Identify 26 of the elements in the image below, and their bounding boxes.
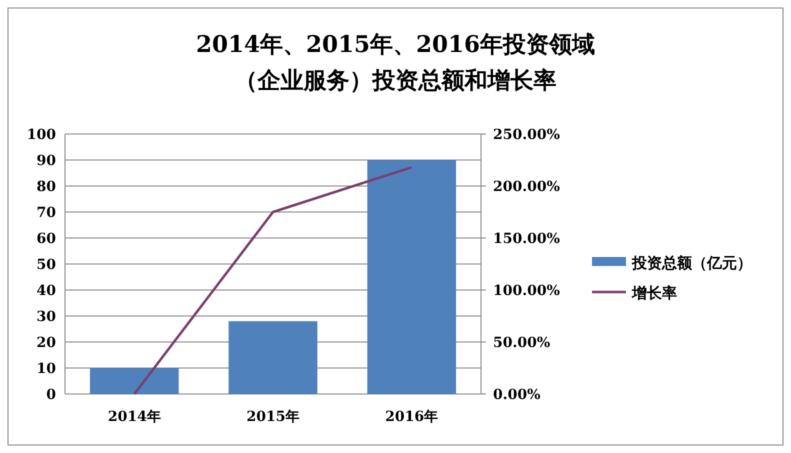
x-tick-label: 2015年 [246,409,300,425]
y2-tick-label: 0.00% [493,387,540,403]
y-tick-label: 20 [36,335,56,351]
bar [90,368,179,394]
y-tick-label: 40 [36,283,56,299]
legend-label: 增长率 [631,284,677,302]
y-tick-label: 0 [46,387,56,403]
y2-tick-label: 100.00% [493,283,560,299]
bar [228,321,318,394]
y-tick-label: 10 [36,361,56,377]
x-tick-label: 2014年 [108,409,161,425]
x-tick-label: 2016年 [385,409,438,425]
chart-title: 2014年、2015年、2016年投资领域（企业服务）投资总额和增长率 [196,31,596,94]
y-tick-label: 100 [26,127,56,143]
y-tick-label: 90 [36,153,56,169]
y2-tick-label: 250.00% [493,127,560,143]
legend-label: 投资总额（亿元） [631,254,752,272]
bar [367,160,456,394]
y-tick-label: 60 [36,231,56,247]
y2-tick-label: 200.00% [493,179,560,195]
y-tick-label: 70 [36,205,56,221]
y-tick-label: 30 [36,309,56,325]
y2-tick-label: 150.00% [493,231,560,247]
y-tick-label: 80 [36,179,56,195]
y2-tick-label: 50.00% [493,335,550,351]
y-tick-label: 50 [36,257,56,273]
